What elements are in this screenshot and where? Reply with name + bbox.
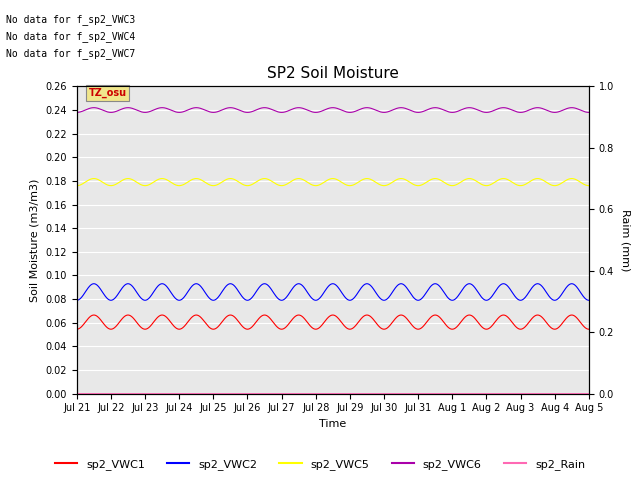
sp2_VWC2	[520, 296, 527, 302]
sp2_VWC1	[585, 326, 593, 332]
sp2_VWC5	[520, 182, 527, 188]
Line: sp2_VWC1: sp2_VWC1	[77, 315, 589, 329]
sp2_VWC1	[131, 318, 139, 324]
sp2_VWC6	[90, 105, 98, 110]
sp2_VWC1	[575, 317, 583, 323]
Line: sp2_VWC6: sp2_VWC6	[77, 108, 589, 112]
sp2_VWC6	[520, 109, 527, 115]
Text: No data for f_sp2_VWC7: No data for f_sp2_VWC7	[6, 48, 136, 59]
sp2_Rain	[291, 391, 299, 396]
sp2_VWC5	[73, 183, 81, 189]
sp2_VWC2	[90, 281, 98, 287]
sp2_VWC1	[292, 313, 300, 319]
sp2_VWC5	[162, 177, 170, 182]
sp2_VWC1	[162, 313, 170, 319]
sp2_Rain	[520, 391, 527, 396]
Text: No data for f_sp2_VWC3: No data for f_sp2_VWC3	[6, 14, 136, 25]
sp2_Rain	[73, 391, 81, 396]
sp2_Rain	[269, 391, 277, 396]
sp2_Rain	[585, 391, 593, 396]
sp2_VWC2	[585, 298, 593, 303]
sp2_VWC2	[73, 298, 81, 303]
Title: SP2 Soil Moisture: SP2 Soil Moisture	[267, 66, 399, 81]
sp2_VWC5	[585, 183, 593, 189]
sp2_VWC5	[292, 176, 300, 182]
sp2_VWC2	[575, 287, 583, 293]
sp2_Rain	[131, 391, 139, 396]
X-axis label: Time: Time	[319, 419, 346, 429]
sp2_VWC6	[575, 107, 583, 112]
sp2_VWC6	[585, 109, 593, 115]
sp2_VWC6	[73, 109, 81, 115]
sp2_VWC6	[131, 107, 139, 112]
Text: TZ_osu: TZ_osu	[89, 88, 127, 98]
sp2_VWC2	[292, 282, 300, 288]
sp2_VWC1	[90, 312, 98, 318]
sp2_VWC2	[162, 283, 170, 288]
sp2_VWC6	[162, 105, 170, 111]
sp2_VWC1	[73, 326, 81, 332]
sp2_Rain	[575, 391, 582, 396]
sp2_VWC5	[269, 180, 277, 185]
Y-axis label: Soil Moisture (m3/m3): Soil Moisture (m3/m3)	[30, 178, 40, 302]
sp2_VWC1	[269, 320, 277, 325]
sp2_VWC2	[131, 288, 139, 293]
Legend: sp2_VWC1, sp2_VWC2, sp2_VWC5, sp2_VWC6, sp2_Rain: sp2_VWC1, sp2_VWC2, sp2_VWC5, sp2_VWC6, …	[51, 455, 589, 474]
Text: No data for f_sp2_VWC4: No data for f_sp2_VWC4	[6, 31, 136, 42]
sp2_VWC2	[269, 289, 277, 295]
sp2_VWC1	[520, 325, 527, 331]
sp2_VWC5	[90, 176, 98, 181]
sp2_VWC6	[292, 105, 300, 111]
sp2_VWC5	[575, 179, 583, 184]
sp2_Rain	[162, 391, 170, 396]
sp2_VWC5	[131, 179, 139, 184]
Y-axis label: Raim (mm): Raim (mm)	[621, 209, 630, 271]
Line: sp2_VWC2: sp2_VWC2	[77, 284, 589, 300]
sp2_VWC6	[269, 107, 277, 113]
Line: sp2_VWC5: sp2_VWC5	[77, 179, 589, 186]
